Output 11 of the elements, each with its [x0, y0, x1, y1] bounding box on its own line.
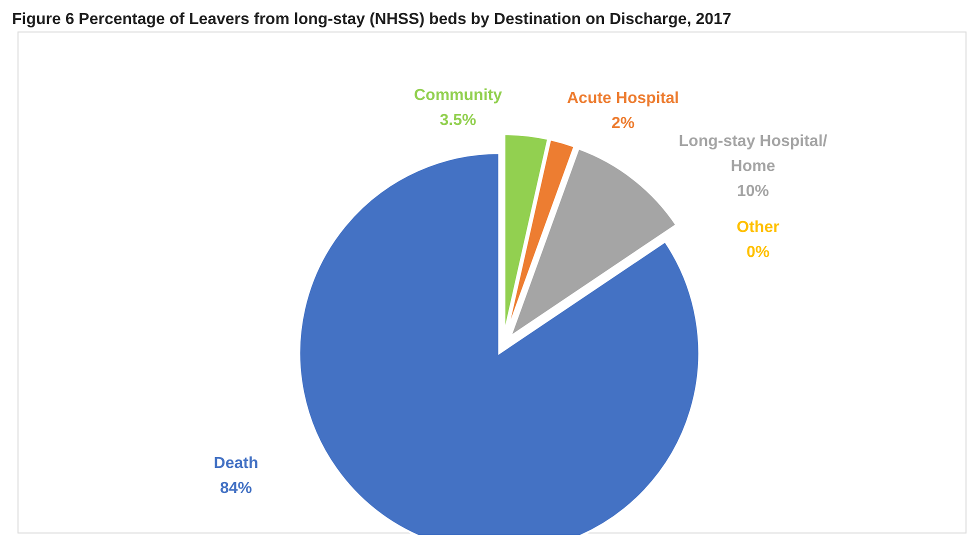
data-label: 2% — [611, 115, 635, 132]
slice-label: Community — [414, 87, 502, 104]
data-label: 10% — [736, 183, 770, 200]
data-label: 84% — [220, 480, 252, 497]
slice-label: Acute Hospital — [566, 90, 680, 107]
category-label: Other — [736, 219, 780, 236]
chart-title: Figure 6 Percentage of Leavers from long-stay (NHSS) beds by Destination on Discharge, 2017 — [12, 11, 732, 28]
slice-label: Long-stay Hospital/ Home — [678, 133, 828, 175]
text: 0% — [746, 244, 770, 261]
slice-label: Death — [214, 455, 258, 472]
data-label: 3.5% — [440, 112, 476, 129]
